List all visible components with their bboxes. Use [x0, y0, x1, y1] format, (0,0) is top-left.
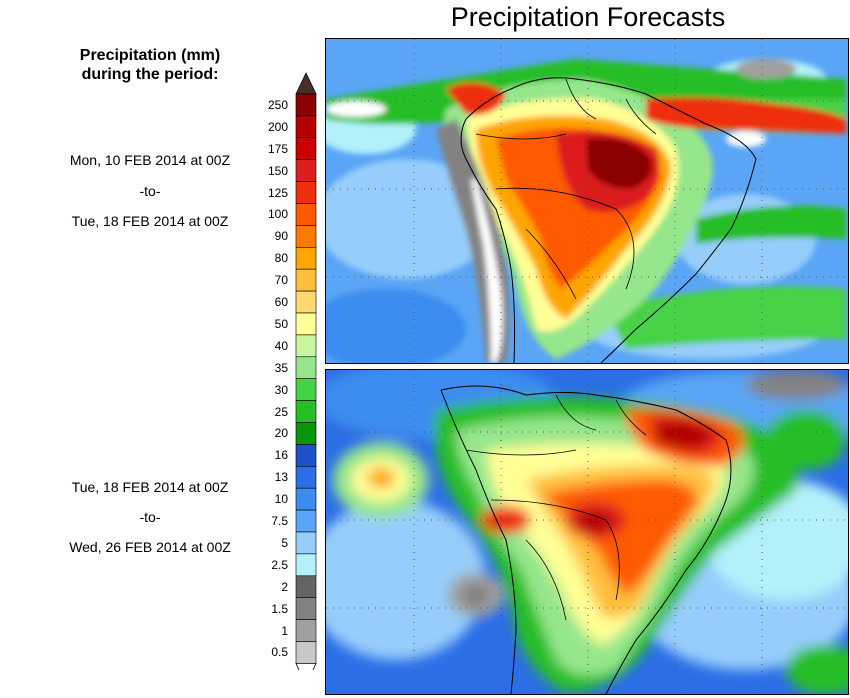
colorbar-label: 250: [267, 97, 288, 112]
colorbar-label: 70: [274, 273, 288, 288]
colorbar-segment: [295, 422, 317, 445]
period2-separator: -to-: [139, 509, 161, 525]
colorbar-segment: [295, 203, 317, 226]
legend-heading-line2: during the period:: [81, 66, 219, 83]
colorbar-segment: [295, 378, 317, 401]
colorbar-label: 80: [274, 251, 288, 266]
period2-start: Tue, 18 FEB 2014 at 00Z: [71, 479, 229, 495]
lat-lon-grid: [326, 370, 848, 694]
colorbar-segment: [295, 115, 317, 139]
colorbar-label: 20: [274, 426, 288, 441]
colorbar-label: 90: [274, 229, 288, 244]
period2-end: Wed, 26 FEB 2014 at 00Z: [69, 539, 231, 555]
colorbar-segment: [295, 312, 317, 336]
colorbar-label: 7.5: [271, 514, 288, 529]
colorbar-label: 125: [267, 185, 288, 200]
colorbar-segment: [295, 356, 317, 379]
coastline-east: [510, 77, 757, 363]
colorbar-segment: [295, 290, 317, 314]
colorbar-label: 2: [281, 579, 288, 594]
colorbar-label: 1: [281, 623, 288, 638]
colorbar-label: 2.5: [271, 557, 288, 572]
forecast-map-week2: [325, 369, 849, 695]
colorbar-segment: [295, 575, 317, 598]
colorbar-label: 200: [267, 119, 288, 134]
legend-heading: Precipitation (mm) during the period:: [60, 46, 240, 84]
colorbar-segment: [295, 181, 317, 204]
colorbar-label: 5: [281, 535, 288, 550]
colorbar-segment: [295, 334, 317, 358]
colorbar-over-arrow: [295, 72, 317, 95]
period1-start: Mon, 10 FEB 2014 at 00Z: [69, 152, 231, 168]
colorbar-label: 30: [274, 382, 288, 397]
colorbar-segment: [295, 641, 317, 664]
country-borders: [475, 78, 657, 300]
colorbar-label: 25: [274, 404, 288, 419]
colorbar-label: 16: [274, 448, 288, 463]
colorbar-label: 40: [274, 338, 288, 353]
colorbar-segment: [295, 225, 317, 248]
colorbar-segment: [295, 597, 317, 620]
page-title: Precipitation Forecasts: [450, 2, 726, 32]
coastline-west: [440, 389, 517, 694]
colorbar-segment: [295, 159, 317, 182]
colorbar-label: 0.5: [271, 645, 288, 660]
coastline-west: [460, 88, 516, 363]
colorbar-segment: [295, 444, 317, 467]
forecast-map-week1: [325, 38, 849, 364]
colorbar-segment: [295, 487, 317, 511]
colorbar-label: 35: [274, 360, 288, 375]
period1-separator: -to-: [139, 183, 161, 199]
colorbar-segment: [295, 619, 317, 642]
colorbar-segment: [295, 531, 317, 555]
colorbar-segment: [295, 247, 317, 270]
lat-lon-grid: [326, 39, 848, 363]
colorbar-segment: [295, 93, 317, 117]
colorbar-segment: [295, 465, 317, 489]
colorbar-label: 100: [267, 207, 288, 222]
colorbar-label: 60: [274, 295, 288, 310]
legend-heading-line1: Precipitation (mm): [79, 47, 221, 64]
colorbar-label: 1.5: [271, 601, 288, 616]
colorbar-segment: [295, 268, 317, 292]
colorbar-label: 13: [274, 470, 288, 485]
colorbar-label: 150: [267, 163, 288, 178]
colorbar-label: 10: [274, 492, 288, 507]
colorbar-segment: [295, 400, 317, 423]
coastline-east: [440, 385, 732, 694]
country-borders: [465, 394, 647, 621]
colorbar-segment: [295, 553, 317, 577]
colorbar-under-arrow: [295, 663, 317, 670]
colorbar-segment: [295, 509, 317, 533]
colorbar-label: 50: [274, 316, 288, 331]
color-scale-bar: [295, 72, 317, 670]
period1-end: Tue, 18 FEB 2014 at 00Z: [71, 213, 229, 229]
colorbar-label: 175: [267, 141, 288, 156]
colorbar-segment: [295, 137, 317, 161]
